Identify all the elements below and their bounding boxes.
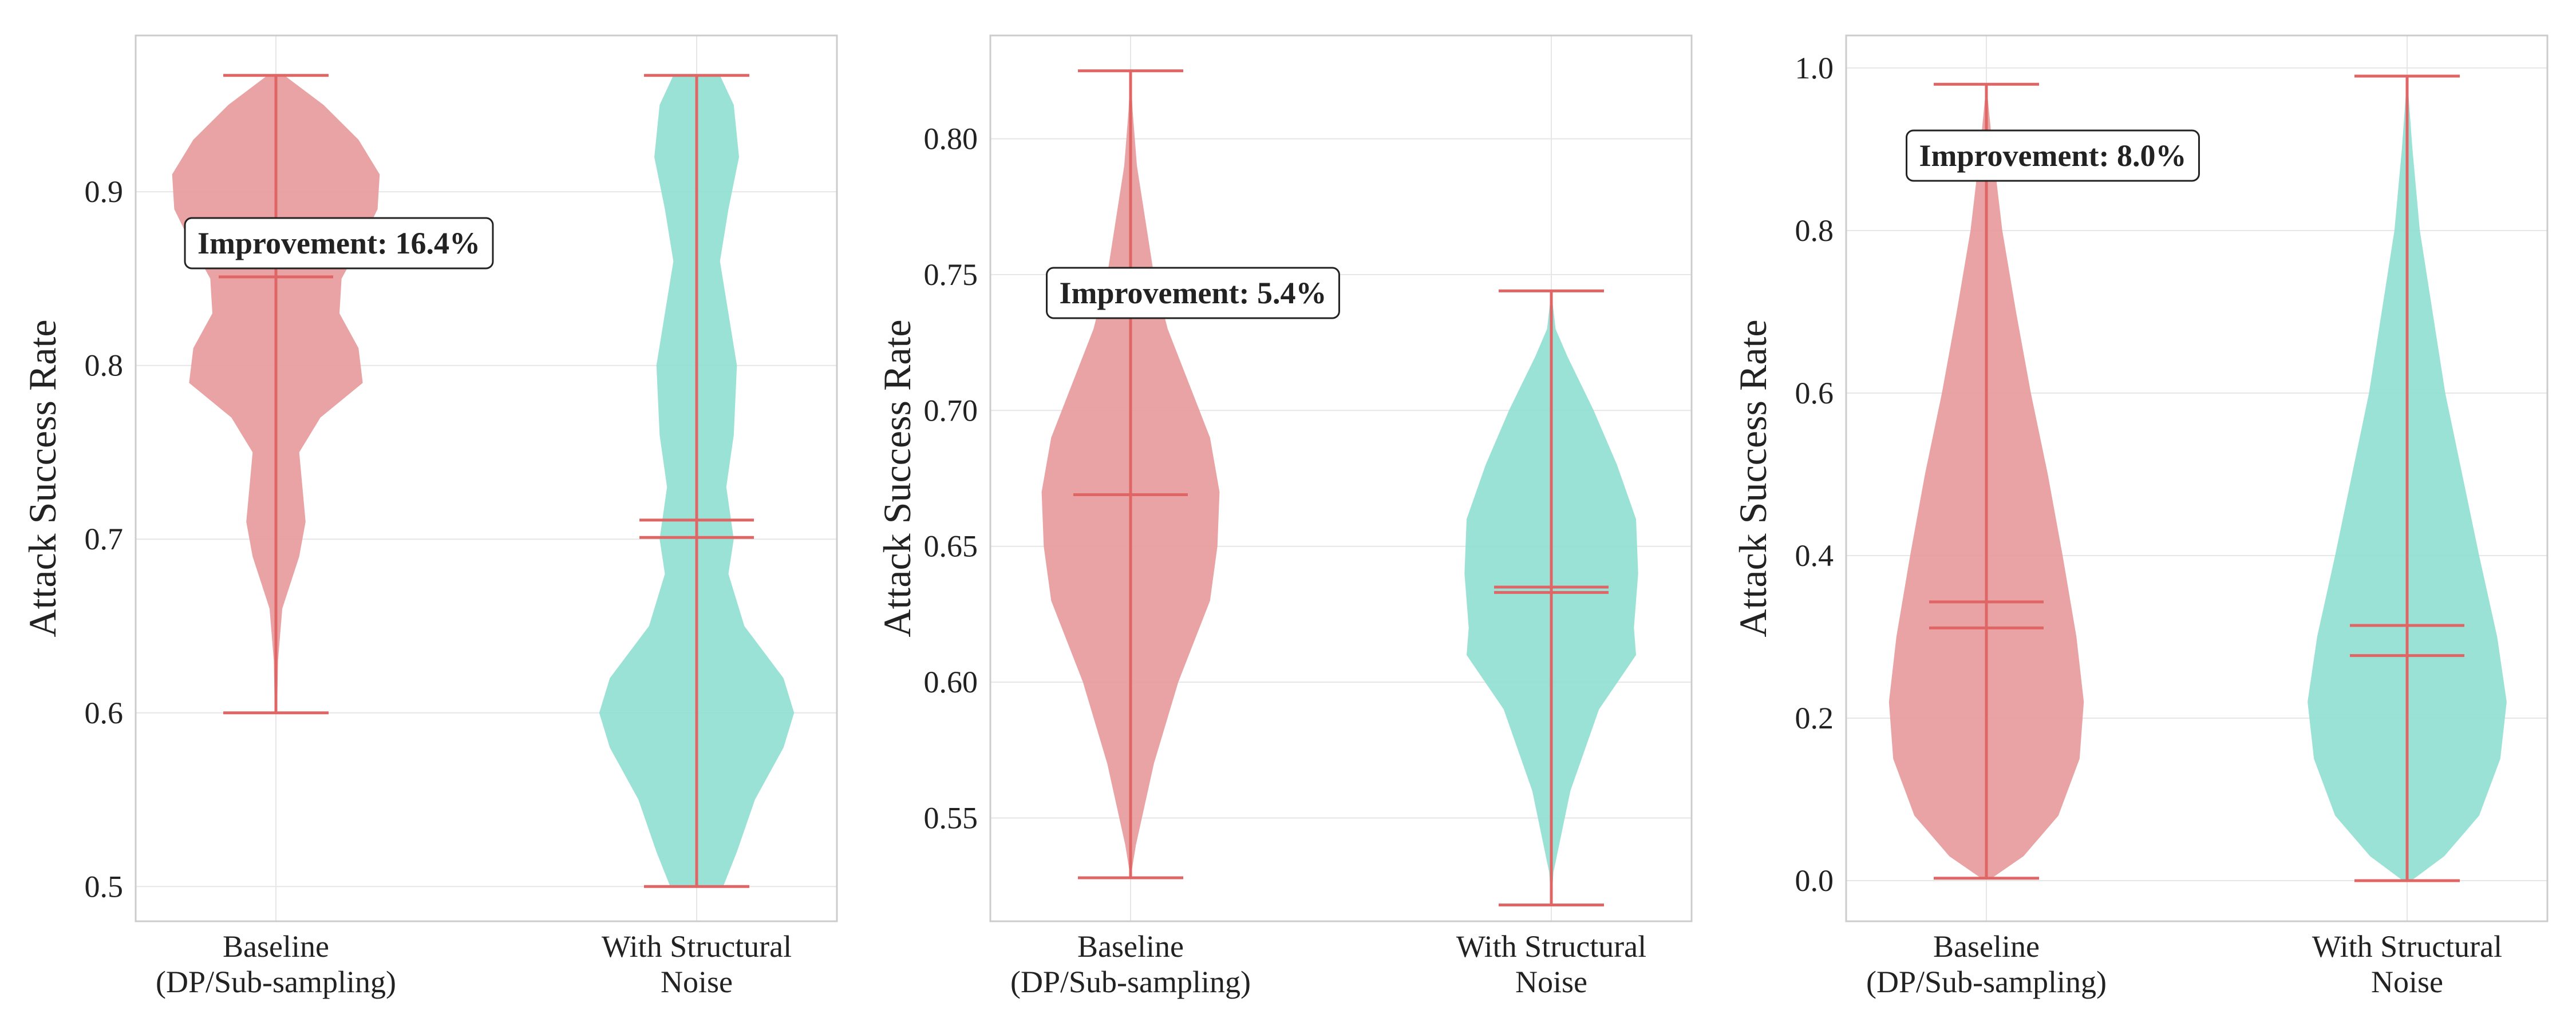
y-tick-label: 0.2 <box>1795 701 1834 735</box>
improvement-annotation: Improvement: 5.4% <box>1046 267 1340 319</box>
y-tick-label: 0.8 <box>1795 213 1834 248</box>
y-axis-label: Attack Success Rate <box>875 319 919 637</box>
improvement-text: Improvement: 5.4% <box>1060 276 1327 310</box>
x-category-label: Baseline (DP/Sub-sampling) <box>156 929 396 999</box>
plot-frame <box>989 34 1693 922</box>
improvement-box <box>184 217 494 270</box>
chart-panel-1: 0.5 0.6 0.7 0.8 0.9 Baseline (DP/Sub-sampling)… <box>21 34 838 999</box>
chart-panel-3: 0.0 0.2 0.4 0.6 0.8 1.0 Baseline (DP/Sub-sampli… <box>1731 34 2549 999</box>
improvement-box <box>1046 267 1340 319</box>
y-tick-label: 0.7 <box>85 522 124 556</box>
x-category-label: Baseline (DP/Sub-sampling) <box>1866 929 2107 999</box>
chart-panel-2: 0.55 0.60 0.65 0.70 0.75 0.80 Baseline (DP/Sub-… <box>875 34 1693 999</box>
x-category-label: With Structural Noise <box>1456 929 1646 999</box>
y-axis-label: Attack Success Rate <box>21 319 64 637</box>
improvement-text: Improvement: 8.0% <box>1919 138 2187 173</box>
y-tick-label: 0.0 <box>1795 863 1834 898</box>
improvement-text: Improvement: 16.4% <box>197 226 480 260</box>
plot-frame <box>135 34 838 922</box>
y-tick-label: 0.75 <box>924 258 978 292</box>
plot-frame <box>1845 34 2549 922</box>
y-tick-label: 0.8 <box>85 348 124 383</box>
y-tick-label: 1.0 <box>1795 51 1834 85</box>
y-tick-label: 0.4 <box>1795 538 1834 573</box>
improvement-box <box>1906 129 2200 182</box>
y-tick-label: 0.80 <box>924 121 978 156</box>
y-tick-label: 0.6 <box>85 696 124 730</box>
y-tick-label: 0.55 <box>924 801 978 835</box>
improvement-annotation: Improvement: 8.0% <box>1906 129 2200 182</box>
improvement-annotation: Improvement: 16.4% <box>184 217 494 270</box>
x-category-label: With Structural Noise <box>2312 929 2502 999</box>
y-axis-label: Attack Success Rate <box>1731 319 1775 637</box>
y-tick-label: 0.5 <box>85 869 124 904</box>
x-category-label: With Structural Noise <box>602 929 792 999</box>
y-tick-label: 0.60 <box>924 665 978 699</box>
x-category-label: Baseline (DP/Sub-sampling) <box>1010 929 1251 999</box>
y-tick-label: 0.6 <box>1795 376 1834 410</box>
y-tick-label: 0.70 <box>924 393 978 427</box>
y-tick-label: 0.9 <box>85 175 124 209</box>
y-tick-label: 0.65 <box>924 529 978 564</box>
